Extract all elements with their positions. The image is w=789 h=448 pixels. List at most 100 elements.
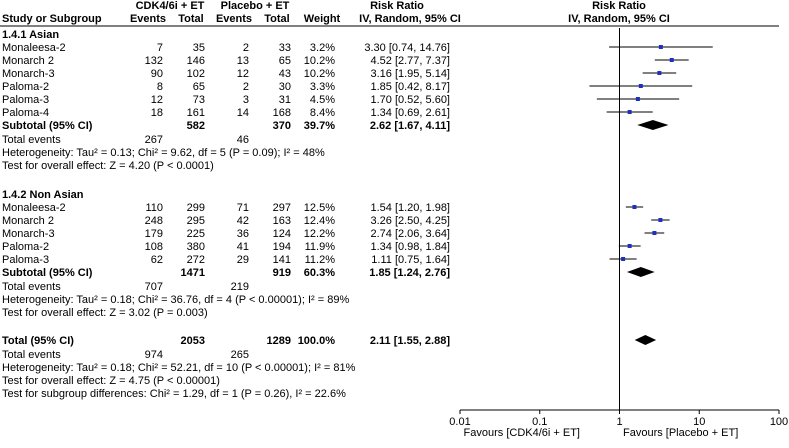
total-placebo: 43 <box>279 68 291 80</box>
table-row: Monaleesa-2 110 299 71 297 12.5% 1.54 [1.20, 1… <box>2 202 450 214</box>
overall-effect-text: Test for overall effect: Z = 4.20 (P < 0… <box>2 160 214 172</box>
pooled-diamond <box>637 120 669 130</box>
total-events-placebo: 46 <box>237 134 249 146</box>
header-plot-method: IV, Random, 95% CI <box>568 13 670 25</box>
study-marker <box>632 205 637 209</box>
total-total-treatment: 2053 <box>181 335 205 347</box>
header-weight: Weight <box>304 13 341 25</box>
events-treatment: 62 <box>151 254 163 266</box>
total-events-treatment: 707 <box>145 281 163 293</box>
total-events-treatment: 974 <box>145 349 163 361</box>
events-placebo: 41 <box>237 241 249 253</box>
total-placebo: 31 <box>279 94 291 106</box>
events-placebo: 42 <box>237 215 249 227</box>
header-rr-title: Risk Ratio <box>370 0 424 12</box>
total-treatment: 380 <box>187 241 205 253</box>
subtotal-total-placebo: 370 <box>273 120 291 132</box>
weight: 3.2% <box>310 42 335 54</box>
total-placebo: 297 <box>273 202 291 214</box>
weight: 11.2% <box>305 254 336 266</box>
study-name: Paloma-3 <box>2 94 49 106</box>
study-name: Monaleesa-2 <box>2 202 66 214</box>
total-label: Total (95% CI) <box>2 335 74 347</box>
table-row: Monarch 2 248 295 42 163 12.4% 3.26 [2.50, 4.2… <box>2 215 450 227</box>
pooled-diamond <box>626 267 655 277</box>
x-tick-label: 1 <box>616 416 622 428</box>
subgroup-differences-text: Test for subgroup differences: Chi² = 1.… <box>2 388 346 400</box>
total-events-placebo: 219 <box>231 281 249 293</box>
events-treatment: 8 <box>157 81 163 93</box>
study-name: Paloma-2 <box>2 241 49 253</box>
total-total-placebo: 1289 <box>267 335 291 347</box>
study-name: Monarch-3 <box>2 228 55 240</box>
favours-right-label: Favours [Placebo + ET] <box>623 427 738 439</box>
total-treatment: 102 <box>187 68 205 80</box>
header-rr-method: IV, Random, 95% CI <box>359 13 461 25</box>
heterogeneity-text: Heterogeneity: Tau² = 0.18; Chi² = 36.76… <box>2 294 349 306</box>
total-treatment: 295 <box>187 215 205 227</box>
weight: 10.2% <box>304 68 335 80</box>
subtotal-total-treatment: 582 <box>187 120 205 132</box>
total-events-placebo: 265 <box>231 349 249 361</box>
events-treatment: 248 <box>145 215 163 227</box>
study-name: Paloma-4 <box>2 107 49 119</box>
risk-ratio-ci: 1.34 [0.69, 2.61] <box>370 107 450 119</box>
weight: 12.4% <box>304 215 335 227</box>
table-row: Monarch 2 132 146 13 65 10.2% 4.52 [2.77, 7.37… <box>2 55 450 67</box>
header-events-2: Events <box>216 13 252 25</box>
study-marker <box>657 71 662 75</box>
weight: 12.2% <box>304 228 335 240</box>
events-placebo: 3 <box>243 94 249 106</box>
weight: 3.3% <box>310 81 335 93</box>
total-events-label: Total events <box>2 134 61 146</box>
risk-ratio-ci: 1.11 [0.75, 1.64] <box>371 254 450 266</box>
column-headers: CDK4/6i + ET Placebo + ET Risk Ratio Ris… <box>0 0 779 27</box>
total-events-treatment: 267 <box>145 134 163 146</box>
total-placebo: 141 <box>273 254 291 266</box>
risk-ratio-ci: 1.85 [0.42, 8.17] <box>370 81 450 93</box>
study-marker <box>627 244 632 248</box>
weight: 8.4% <box>310 107 335 119</box>
total-weight: 100.0% <box>298 335 336 347</box>
total-events-label: Total events <box>2 281 61 293</box>
events-treatment: 132 <box>145 55 163 67</box>
risk-ratio-ci: 1.54 [1.20, 1.98] <box>370 202 450 214</box>
total-treatment: 161 <box>187 107 205 119</box>
total-placebo: 163 <box>273 215 291 227</box>
header-events-1: Events <box>130 13 166 25</box>
study-name: Monaleesa-2 <box>2 42 66 54</box>
total-treatment: 146 <box>187 55 205 67</box>
subtotal-label: Subtotal (95% CI) <box>2 267 93 279</box>
x-tick-label: 100 <box>770 416 788 428</box>
table-row: Paloma-2 108 380 41 194 11.9% 1.34 [0.98, 1.84… <box>2 241 450 253</box>
header-total-2: Total <box>264 13 289 25</box>
study-name: Monarch 2 <box>2 55 54 67</box>
table-row: Monarch-3 179 225 36 124 12.2% 2.74 [2.06, 3.6… <box>2 228 450 240</box>
weight: 10.2% <box>304 55 335 67</box>
heterogeneity-text: Heterogeneity: Tau² = 0.18; Chi² = 52.21… <box>2 362 356 374</box>
header-plot-title: Risk Ratio <box>592 0 646 12</box>
risk-ratio-ci: 4.52 [2.77, 7.37] <box>370 55 450 67</box>
favours-left-label: Favours [CDK4/6i + ET] <box>464 427 580 439</box>
events-placebo: 2 <box>243 81 249 93</box>
x-tick-label: 10 <box>693 416 705 428</box>
events-treatment: 110 <box>145 202 163 214</box>
subtotal-weight: 60.3% <box>304 267 335 279</box>
study-marker <box>635 97 640 101</box>
weight: 11.9% <box>305 241 336 253</box>
overall-effect-text: Test for overall effect: Z = 3.02 (P = 0… <box>2 307 208 319</box>
study-marker <box>627 110 632 114</box>
risk-ratio-ci: 1.70 [0.52, 5.60] <box>370 94 450 106</box>
header-group1: CDK4/6i + ET <box>136 0 205 12</box>
events-treatment: 108 <box>145 241 163 253</box>
events-placebo: 36 <box>237 228 249 240</box>
overall-effect-text: Test for overall effect: Z = 4.75 (P < 0… <box>2 375 220 387</box>
subgroup-title: 1.4.1 Asian <box>2 29 59 41</box>
plot-area: 0.01 0.1 1 10 100 Favours [CDK4/6i + ET] Favou… <box>449 28 788 439</box>
events-treatment: 18 <box>151 107 163 119</box>
study-name: Paloma-2 <box>2 81 49 93</box>
table-row: Monarch-3 90 102 12 43 10.2% 3.16 [1.95, 5.14] <box>2 68 450 80</box>
total-treatment: 35 <box>193 42 205 54</box>
events-placebo: 12 <box>237 68 249 80</box>
